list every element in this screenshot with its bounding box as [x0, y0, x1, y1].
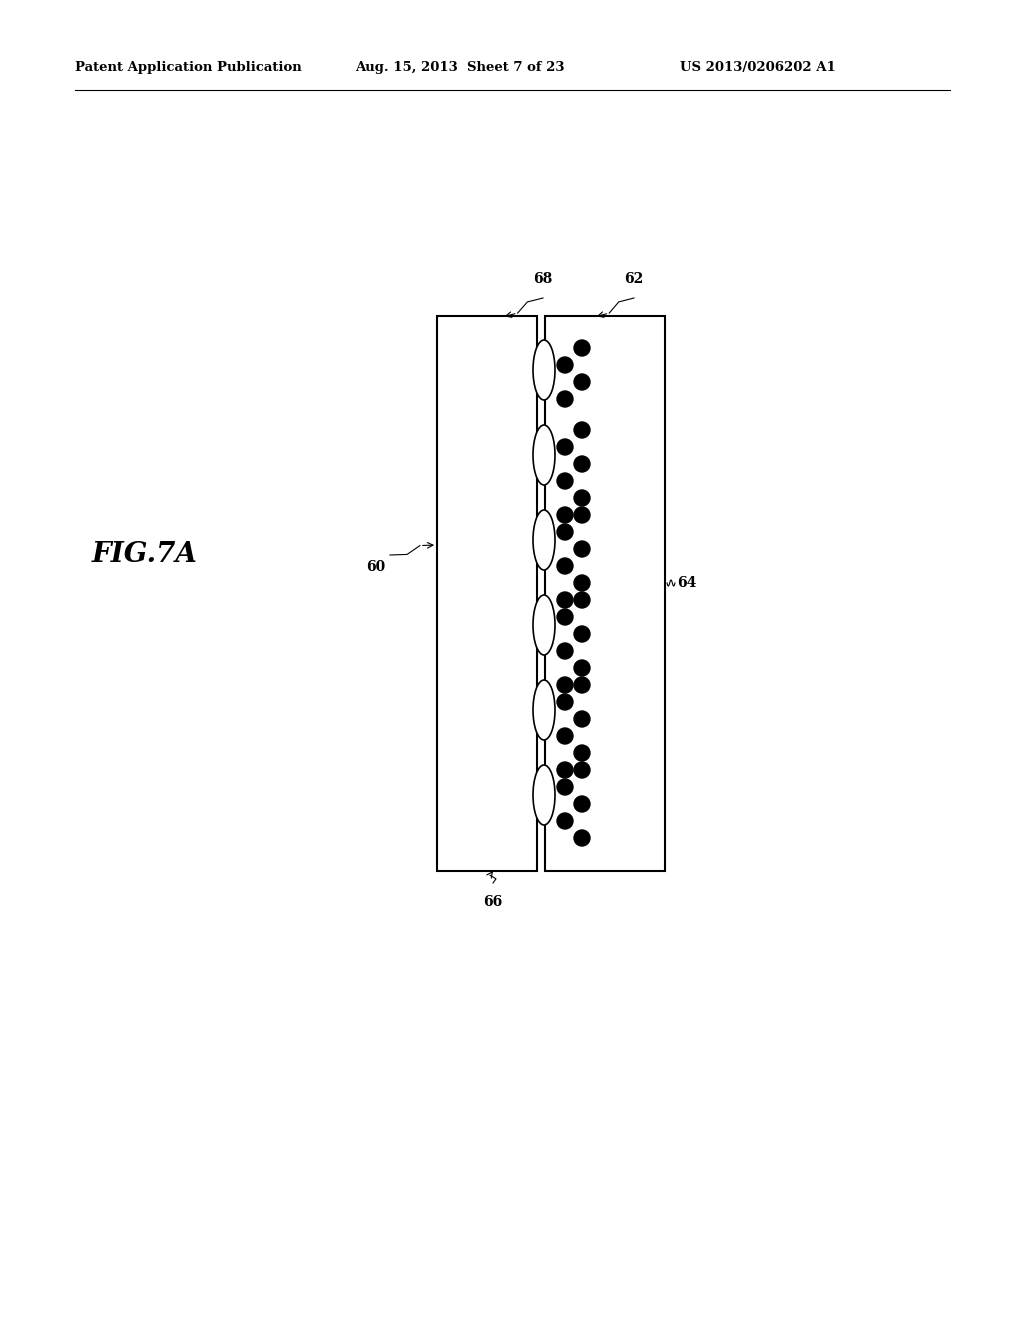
Circle shape: [557, 440, 573, 455]
Circle shape: [574, 341, 590, 356]
Ellipse shape: [534, 680, 555, 741]
Circle shape: [557, 391, 573, 407]
Circle shape: [574, 660, 590, 676]
Circle shape: [574, 374, 590, 389]
Ellipse shape: [534, 595, 555, 655]
Text: 66: 66: [483, 895, 503, 909]
Circle shape: [557, 507, 573, 523]
Text: Patent Application Publication: Patent Application Publication: [75, 62, 302, 74]
Circle shape: [574, 626, 590, 642]
Text: FIG.7A: FIG.7A: [92, 541, 198, 569]
Text: 60: 60: [366, 560, 385, 574]
Circle shape: [574, 762, 590, 777]
Circle shape: [557, 813, 573, 829]
Circle shape: [574, 541, 590, 557]
Circle shape: [574, 744, 590, 762]
Circle shape: [574, 507, 590, 523]
Text: Aug. 15, 2013  Sheet 7 of 23: Aug. 15, 2013 Sheet 7 of 23: [355, 62, 564, 74]
Text: 68: 68: [534, 272, 553, 286]
Circle shape: [574, 591, 590, 609]
Circle shape: [574, 677, 590, 693]
Circle shape: [574, 422, 590, 438]
Circle shape: [557, 591, 573, 609]
Ellipse shape: [534, 510, 555, 570]
Circle shape: [557, 643, 573, 659]
Text: 62: 62: [625, 272, 644, 286]
Circle shape: [557, 694, 573, 710]
Circle shape: [557, 524, 573, 540]
Text: US 2013/0206202 A1: US 2013/0206202 A1: [680, 62, 836, 74]
Bar: [545, 315, 665, 871]
Circle shape: [557, 762, 573, 777]
Bar: [437, 315, 537, 871]
Circle shape: [557, 779, 573, 795]
Circle shape: [557, 729, 573, 744]
Ellipse shape: [534, 341, 555, 400]
Circle shape: [574, 796, 590, 812]
Circle shape: [574, 490, 590, 506]
Text: 64: 64: [677, 576, 696, 590]
Circle shape: [557, 677, 573, 693]
Circle shape: [557, 609, 573, 624]
Circle shape: [557, 558, 573, 574]
Circle shape: [574, 576, 590, 591]
Ellipse shape: [534, 425, 555, 484]
Circle shape: [574, 455, 590, 473]
Ellipse shape: [534, 766, 555, 825]
Circle shape: [557, 356, 573, 374]
Circle shape: [574, 711, 590, 727]
Circle shape: [557, 473, 573, 488]
Circle shape: [574, 830, 590, 846]
